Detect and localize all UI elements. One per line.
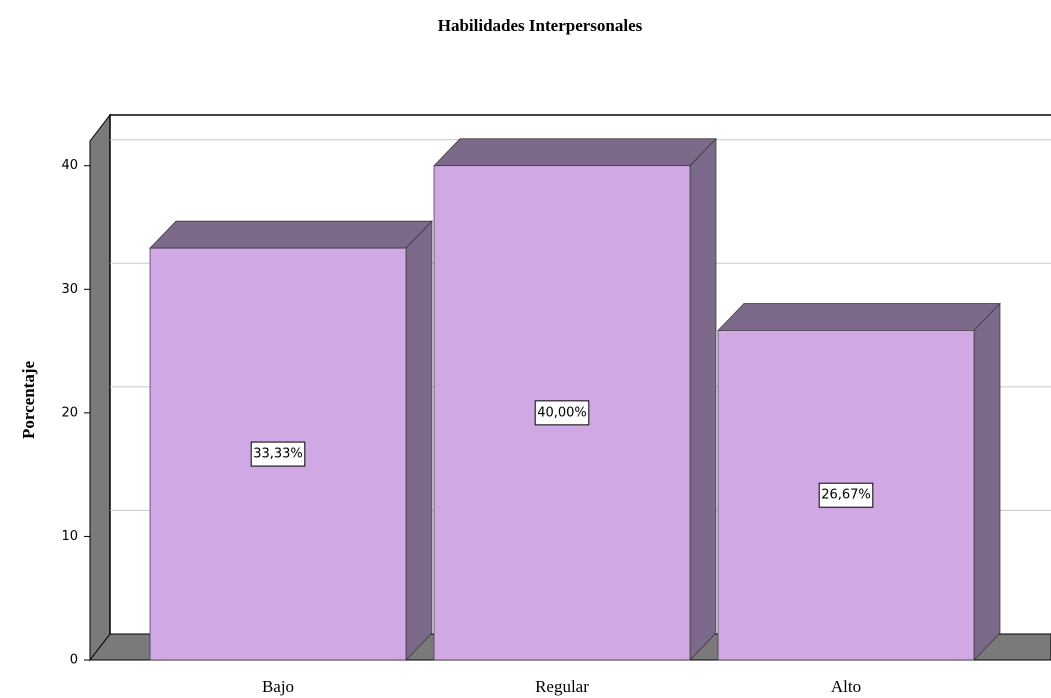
y-tick-label: 30: [61, 282, 78, 297]
y-tick-label: 10: [61, 529, 78, 544]
bar-side: [405, 220, 433, 661]
y-tick-label: 0: [70, 653, 78, 668]
value-label: 40,00%: [537, 405, 587, 420]
y-tick-label: 40: [61, 158, 78, 173]
y-tick-label: 20: [61, 405, 78, 420]
x-tick-label: Regular: [535, 677, 589, 696]
chart-title: Habilidades Interpersonales: [438, 16, 643, 35]
value-label-box: [534, 400, 590, 426]
value-label: 33,33%: [253, 447, 303, 462]
left-wall: [89, 113, 111, 662]
y-axis-label: Porcentaje: [19, 361, 38, 439]
value-label-box: [250, 441, 306, 467]
bar-top: [433, 138, 717, 167]
bar-side: [689, 137, 717, 661]
x-tick-label: Alto: [831, 677, 861, 696]
value-label-box: [818, 482, 874, 508]
x-tick-label: Bajo: [262, 677, 294, 696]
back-wall-edge: [109, 114, 1051, 634]
bar-side: [973, 302, 1001, 661]
bar-top: [149, 220, 433, 249]
bar-top: [717, 303, 1001, 331]
value-label: 26,67%: [821, 488, 871, 503]
